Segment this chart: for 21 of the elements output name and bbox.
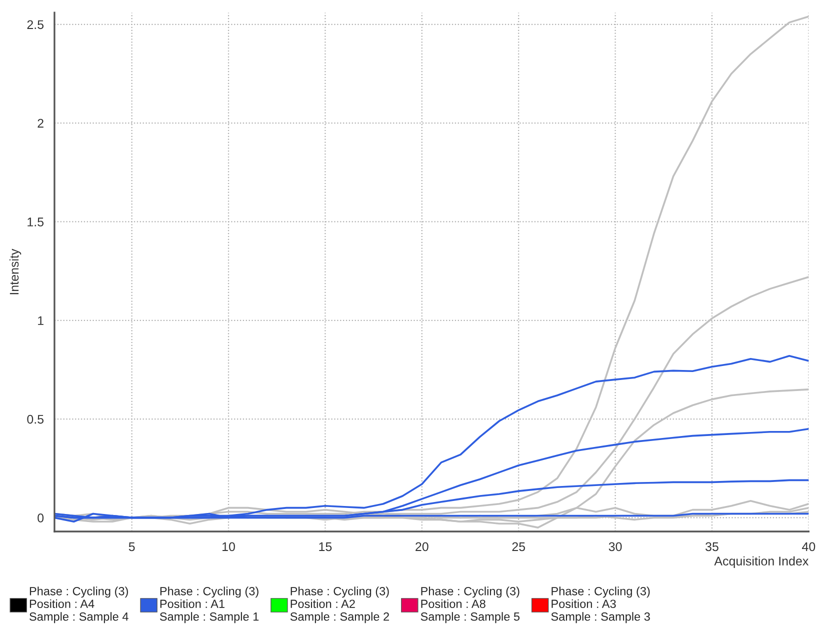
y-tick-label: 0.5 [27, 414, 44, 424]
x-tick-label: 25 [512, 542, 526, 552]
x-axis-title: Acquisition Index [714, 556, 809, 568]
y-tick-label: 2.5 [27, 20, 44, 30]
y-tick-label: 2 [38, 118, 44, 128]
x-tick-label: 5 [128, 542, 135, 552]
legend-label: Phase : Cycling (3) Position : A4 Sample : Sample 4 [30, 586, 128, 624]
legend-label: Phase : Cycling (3) Position : A1 Sample : Sample 1 [160, 586, 259, 624]
x-tick-label: 15 [319, 542, 332, 552]
x-tick-label: 35 [706, 542, 718, 552]
y-axis-title: Intensity [9, 248, 22, 294]
x-tick-label: 10 [222, 542, 235, 552]
legend-label: Phase : Cycling (3) Position : A8 Sample : Sample 5 [420, 586, 520, 624]
legend-label: Phase : Cycling (3) Position : A2 Sample : Sample 2 [290, 586, 389, 624]
x-tick-label: 30 [608, 542, 622, 552]
y-tick-label: 0 [38, 513, 44, 522]
x-tick-label: 20 [416, 542, 428, 552]
legend-label: Phase : Cycling (3) Position : A3 Sample : Sample 3 [551, 586, 650, 624]
y-tick-label: 1.5 [28, 218, 44, 226]
y-tick-label: 1 [38, 316, 44, 325]
x-tick-label: 40 [802, 542, 816, 552]
